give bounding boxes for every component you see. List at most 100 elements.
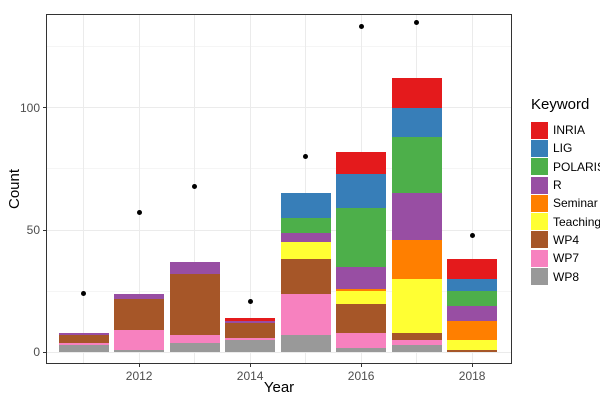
bar-segment-wp7 xyxy=(114,330,165,350)
bar-segment-wp8 xyxy=(225,340,276,353)
bar-segment-inria xyxy=(336,151,387,174)
bar-segment-polaris xyxy=(280,217,331,233)
data-point xyxy=(136,210,142,216)
y-tick-label: 0 xyxy=(33,345,40,360)
y-tick-label: 100 xyxy=(19,100,40,115)
bar-segment-wp4 xyxy=(391,332,442,341)
bar-segment-polaris xyxy=(391,137,442,194)
x-tick-label: 2012 xyxy=(125,369,153,383)
bar-segment-wp8 xyxy=(169,342,220,353)
legend-item-label: Teaching xyxy=(553,214,600,229)
bar-segment-teaching xyxy=(447,340,498,351)
y-tick-label: 50 xyxy=(26,223,40,238)
legend-item: WP4 xyxy=(531,231,600,249)
bar-segment-teaching xyxy=(280,242,331,260)
bar-segment-wp4 xyxy=(58,335,109,343)
gridline-major-y xyxy=(47,107,511,109)
bar-segment-wp7 xyxy=(58,342,109,346)
bar-segment-wp7 xyxy=(391,340,442,346)
bar-segment-seminar xyxy=(447,320,498,341)
data-point xyxy=(414,19,420,25)
x-tick-mark xyxy=(471,363,473,367)
y-tick-mark xyxy=(43,351,47,353)
bar-segment-teaching xyxy=(391,279,442,333)
legend-item: Teaching xyxy=(531,212,600,231)
legend-key-swatch xyxy=(531,249,548,267)
legend-item-label: WP4 xyxy=(553,232,580,247)
legend-item: WP7 xyxy=(531,249,600,267)
x-tick-mark xyxy=(249,363,251,367)
legend-key-swatch xyxy=(531,231,548,249)
bar-segment-seminar xyxy=(391,239,442,280)
bar-segment-wp8 xyxy=(391,345,442,353)
legend-item: POLARIS xyxy=(531,158,600,176)
gridline-major-y xyxy=(47,351,511,353)
bar-segment-wp4 xyxy=(336,303,387,333)
bar-segment-r xyxy=(58,332,109,336)
bar-segment-lig xyxy=(447,279,498,292)
bar-segment-r xyxy=(225,320,276,324)
x-tick-mark xyxy=(138,363,140,367)
bar-segment-inria xyxy=(225,318,276,321)
bar-segment-wp4 xyxy=(280,259,331,294)
bar-segment-r xyxy=(447,305,498,321)
legend-title: Keyword xyxy=(531,96,590,113)
bar-segment-inria xyxy=(391,78,442,108)
y-tick-mark xyxy=(43,229,47,231)
legend-item: INRIA xyxy=(531,121,600,139)
legend: Keyword INRIA LIG POLARIS R Seminar Teaching W… xyxy=(531,96,600,286)
legend-key-swatch xyxy=(531,268,548,286)
bar-segment-seminar xyxy=(336,288,387,292)
legend-item-label: INRIA xyxy=(553,123,586,138)
bar-segment-r xyxy=(280,232,331,243)
x-tick-label: 2014 xyxy=(236,369,264,383)
bar-segment-lig xyxy=(391,107,442,138)
data-point xyxy=(303,154,309,160)
bar-segment-wp8 xyxy=(336,347,387,353)
bar-segment-wp8 xyxy=(280,335,331,353)
gridline-minor-y xyxy=(47,290,511,292)
legend-item: Seminar xyxy=(531,194,600,212)
legend-key-swatch xyxy=(531,121,548,139)
gridline-minor-y xyxy=(47,46,511,48)
gridline-major-x xyxy=(249,15,251,363)
bar-segment-wp4 xyxy=(447,350,498,353)
bar-segment-wp8 xyxy=(58,345,109,353)
bar-segment-wp8 xyxy=(114,350,165,353)
legend-item-label: R xyxy=(553,178,562,193)
legend-item-label: POLARIS xyxy=(553,159,600,174)
bar-segment-wp7 xyxy=(225,337,276,341)
data-point xyxy=(81,291,87,297)
legend-key-swatch xyxy=(531,213,548,231)
gridline-major-x xyxy=(194,15,196,363)
bar-segment-lig xyxy=(280,193,331,218)
bar-segment-polaris xyxy=(447,291,498,306)
data-point xyxy=(192,183,198,189)
bar-segment-wp4 xyxy=(225,323,276,338)
data-point xyxy=(358,24,364,30)
legend-item-label: Seminar xyxy=(553,196,598,211)
bar-segment-teaching xyxy=(336,291,387,304)
bar-segment-wp4 xyxy=(169,274,220,336)
data-point xyxy=(469,232,475,238)
gridline-major-x xyxy=(83,15,85,363)
gridline-minor-y xyxy=(47,168,511,170)
plot-panel xyxy=(47,15,511,363)
bar-segment-polaris xyxy=(336,208,387,267)
legend-key-swatch xyxy=(531,139,548,157)
legend-item-label: WP8 xyxy=(553,269,580,284)
y-axis-title: Count xyxy=(6,168,23,210)
legend-item: WP8 xyxy=(531,267,600,286)
x-tick-label: 2016 xyxy=(347,369,375,383)
bar-segment-r xyxy=(336,266,387,289)
bar-segment-wp4 xyxy=(114,298,165,331)
bar-segment-inria xyxy=(447,259,498,280)
gridline-major-x xyxy=(471,15,473,363)
gridline-major-x xyxy=(138,15,140,363)
legend-item-label: LIG xyxy=(553,141,573,156)
bar-segment-r xyxy=(169,261,220,275)
legend-item: R xyxy=(531,176,600,194)
bar-segment-lig xyxy=(336,173,387,209)
bar-segment-r xyxy=(114,293,165,299)
y-tick-mark xyxy=(43,107,47,109)
